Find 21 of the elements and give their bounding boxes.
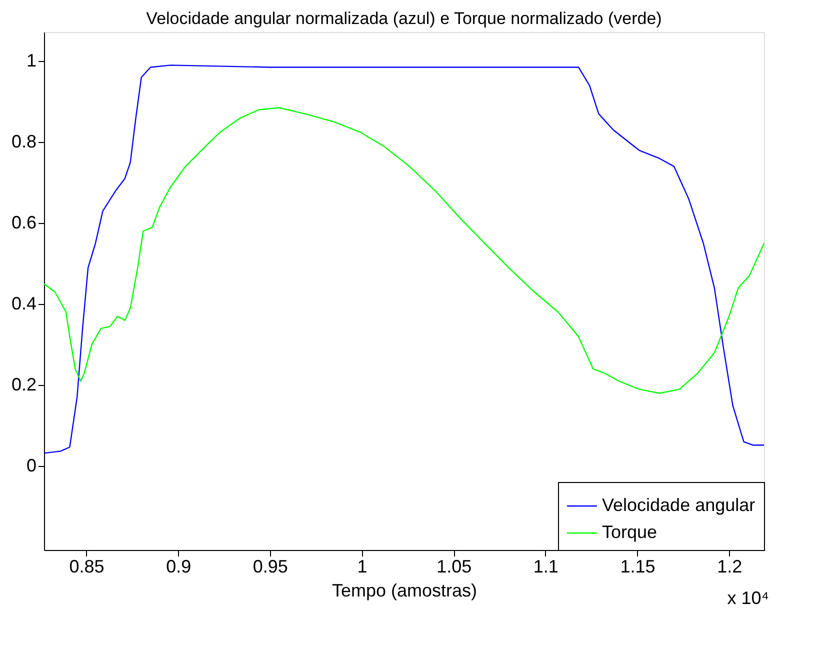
y-tick-label: 0.8: [11, 132, 36, 152]
chart-title: Velocidade angular normalizada (azul) e Torque normalizado (verde): [146, 9, 662, 28]
y-tick-label: 0.2: [11, 374, 36, 395]
y-tick-label: 0.6: [11, 212, 36, 233]
x-tick-label: 1.15: [620, 556, 656, 576]
x-tick-label: 1.05: [436, 556, 472, 576]
y-tick-label: 0.4: [11, 294, 36, 314]
y-tick-label: 0: [26, 456, 36, 476]
y-tick-label: 1: [26, 50, 36, 71]
x-tick-label: 0.95: [252, 556, 288, 576]
line-series: [43, 64, 765, 454]
x-tick-label: 1.2: [717, 556, 742, 576]
x-tick-label: 0.85: [69, 556, 104, 576]
line-series: [43, 107, 765, 394]
x-tick-label: 0.9: [166, 556, 192, 576]
legend-label: Velocidade angular: [602, 495, 756, 515]
x-tick-label: 1.1: [533, 556, 558, 576]
text: x 10⁴: [727, 588, 769, 608]
x-axis-title: Tempo (amostras): [332, 580, 478, 600]
x-tick-label: 1: [357, 556, 368, 576]
legend-label: Torque: [602, 522, 658, 542]
